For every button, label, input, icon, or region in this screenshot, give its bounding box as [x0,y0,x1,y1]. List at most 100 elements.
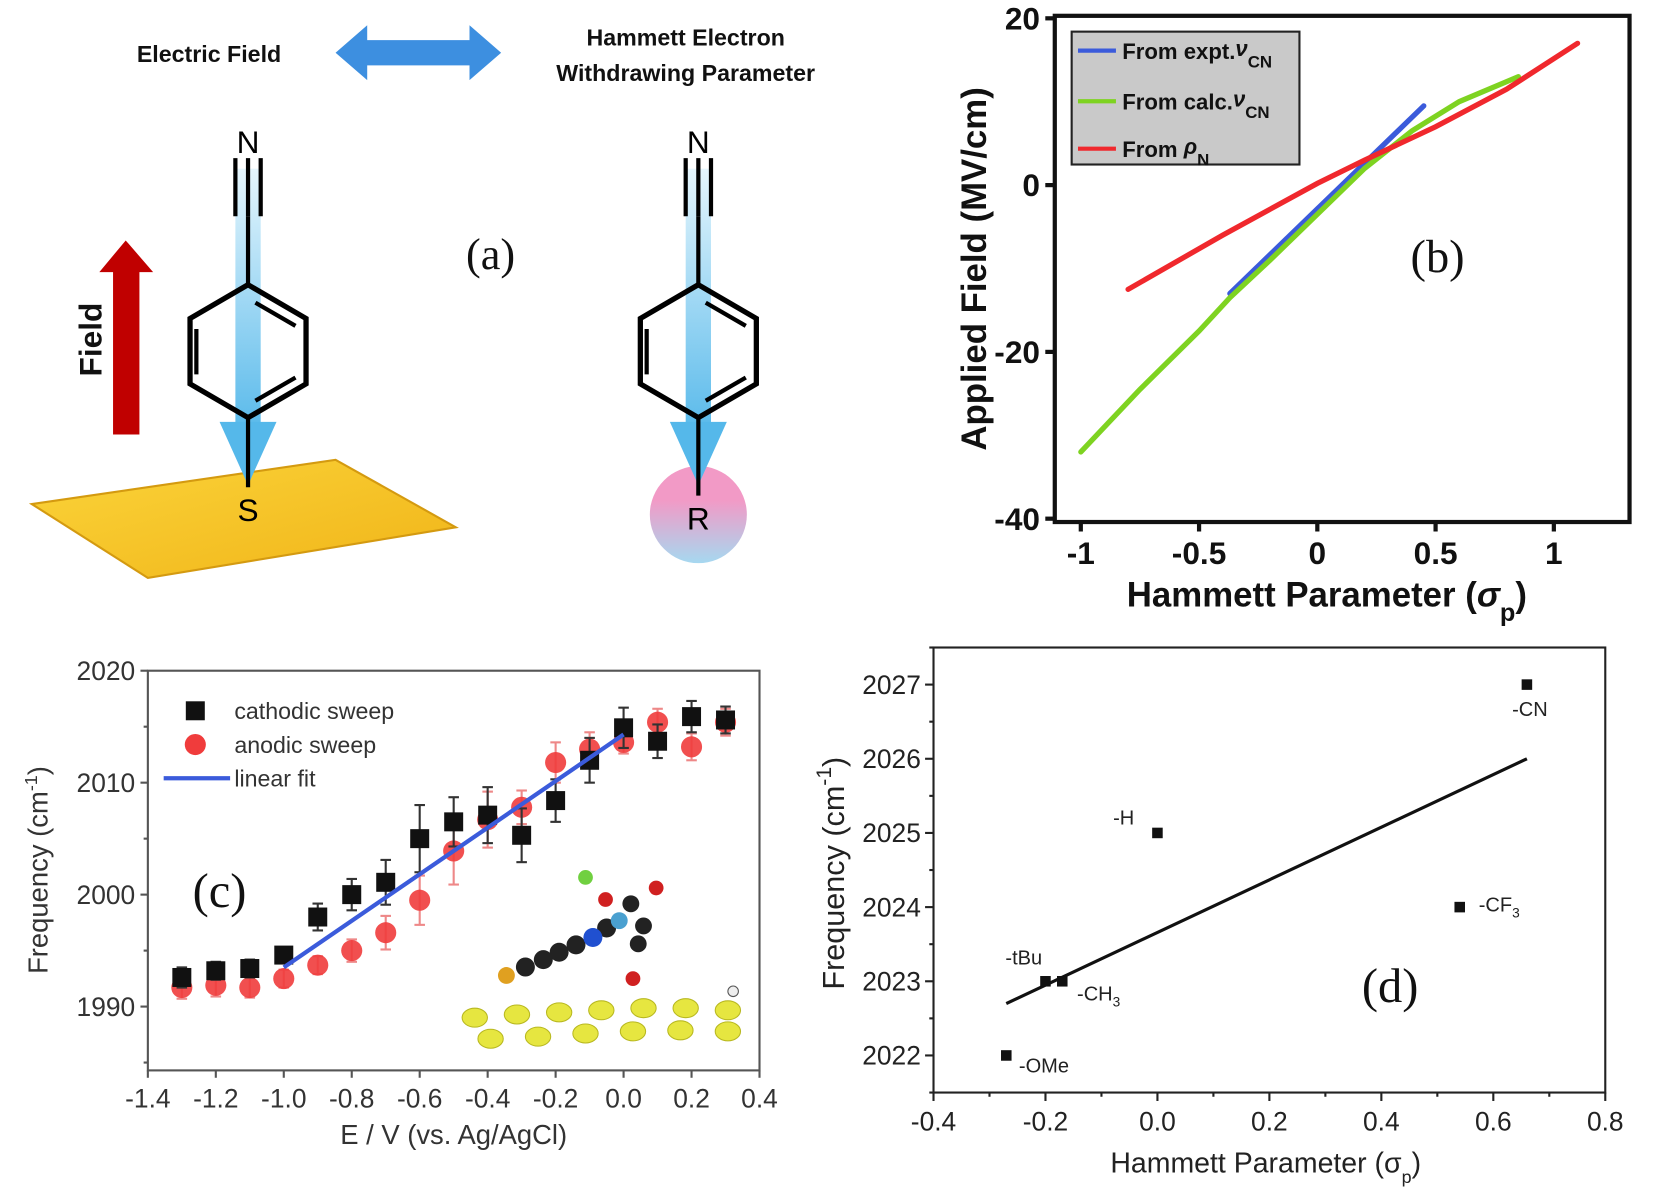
y-tick-label: 0 [1022,167,1040,203]
x-tick-label: 0.4 [1363,1107,1400,1137]
x-tick-label: -0.4 [911,1107,956,1137]
x-axis-label-subscript: p [1500,599,1515,627]
legend-label-text: From expt. [1122,39,1235,64]
hammett-caption-line2: Withdrawing Parameter [556,60,815,86]
x-tick-label: 0.8 [1587,1107,1624,1137]
data-point-square [614,718,634,738]
y-tick-label: 2025 [862,818,921,848]
x-axis-label-symbol: σ [1477,575,1502,614]
data-point-square [342,885,362,905]
data-point-square [546,791,566,811]
x-tick-label: -1.4 [125,1083,170,1113]
thiol-benzonitrile-molecule: N S [187,124,309,528]
y-tick-label: 2000 [77,880,136,910]
legend-box [1070,30,1301,166]
molecule-model-inset [461,870,742,1049]
x-tick-label: 0.0 [605,1083,642,1113]
x-tick-label: 0.5 [1414,535,1458,571]
x-tick-label: -0.2 [533,1083,578,1113]
series-line-n-2 [1125,40,1581,293]
data-point-square [648,731,668,751]
data-point-square [478,805,498,825]
y-axis-label: Frequency (cm-1) [21,766,54,974]
field-label: Field [72,303,108,377]
data-point-square [716,710,736,730]
data-point-square [1521,679,1533,690]
y-tick-label: -40 [994,501,1040,537]
x-axis-label: Hammett Parameter (σp) [1110,1148,1421,1188]
field-arrow-icon [99,240,154,435]
legend: cathodic sweep anodic sweep linear fit [163,698,394,792]
legend-label-subscript: CN [1248,52,1272,71]
x-axis-label-text: Hammett Parameter ( [1127,575,1477,614]
data-point-label-text: -CH [1077,983,1113,1005]
data-point-square [1152,827,1163,839]
data-point-square [1001,1050,1012,1061]
legend-label-symbol: ν [1233,87,1246,112]
hammett-caption-line1: Hammett Electron [586,24,784,50]
legend-label: From expt.νCN [1122,36,1272,72]
chart-c-frequency-vs-potential: -1.4 -1.2 -1.0 -0.8 -0.6 -0.4 -0.2 0.0 0.2 0.4 199… [21,656,778,1150]
x-axis-label-end: ) [1412,1148,1421,1180]
plot-frame [1052,13,1632,525]
series-line-cn-1 [1078,74,1522,455]
y-axis-label: Applied Field (MV/cm) [955,87,994,450]
y-tick-label: 2023 [862,967,921,997]
y-tick-label: 2022 [862,1041,921,1071]
fit-line [1005,757,1528,1005]
y-tick-label: 20 [1005,0,1040,36]
x-axis-label-symbol: σ [1384,1148,1402,1180]
series-cathodic-sweep [172,699,736,989]
data-point-label: -H [1113,808,1134,830]
data-point-circle [273,968,295,990]
y-tick-label: 1990 [77,992,136,1022]
data-point-square [1454,901,1466,913]
r-group-circle [649,466,747,564]
x-tick-label: 0 [1309,535,1327,571]
x-tick-label: 0.6 [1475,1107,1512,1137]
legend-label-text: From [1122,137,1183,162]
legend-label: anodic sweep [234,732,376,758]
plot-frame [932,646,1607,1094]
x-tick-label: 0.2 [1251,1107,1288,1137]
y-tick-label: 2024 [862,892,921,922]
data-point-circle [341,940,363,962]
substituted-benzonitrile-molecule: N R [637,124,759,564]
x-axis-label: Hammett Parameter (σp) [1127,575,1527,627]
data-point-label: -CF3 [1479,894,1520,920]
y-tick-label: 2010 [77,768,136,798]
data-point-label-text: -tBu [1005,947,1042,969]
data-point-circle [239,977,261,999]
data-point-square [206,961,226,981]
x-tick-label: 0.2 [673,1083,710,1113]
legend-label-text: From calc. [1122,90,1233,115]
y-axis-label-end: ) [817,757,851,767]
data-point-square [444,812,464,832]
panel-c-label: (c) [193,865,247,918]
y-axis-label-text: Frequency (cm [23,791,54,974]
panel-d-label: (d) [1362,960,1419,1013]
data-point-circle [375,922,397,944]
data-point-label-text: -OMe [1019,1055,1069,1077]
data-point-label: -CH3 [1077,983,1121,1009]
data-point-square [512,825,532,845]
data-point-label: -CN [1512,699,1548,721]
legend-label: cathodic sweep [234,698,394,724]
r-group-label: R [687,500,710,536]
legend-label-subscript: N [1197,151,1209,170]
sulfur-atom-label: S [237,492,258,528]
legend-marker-circle [184,733,206,756]
legend-label: From calc.νCN [1122,87,1269,123]
series-line-cn-0 [1227,103,1427,297]
y-axis-label-superscript: -1 [813,767,836,786]
data-point-square [274,945,294,965]
data-point-square [376,872,396,892]
data-point-label-text: -CF [1479,894,1512,916]
data-point-square [172,967,192,987]
nitrogen-atom-label: N [237,124,260,160]
data-point-label-text: -CN [1512,699,1548,721]
x-tick-label: -0.4 [465,1083,510,1113]
x-tick-label: -0.8 [329,1083,374,1113]
